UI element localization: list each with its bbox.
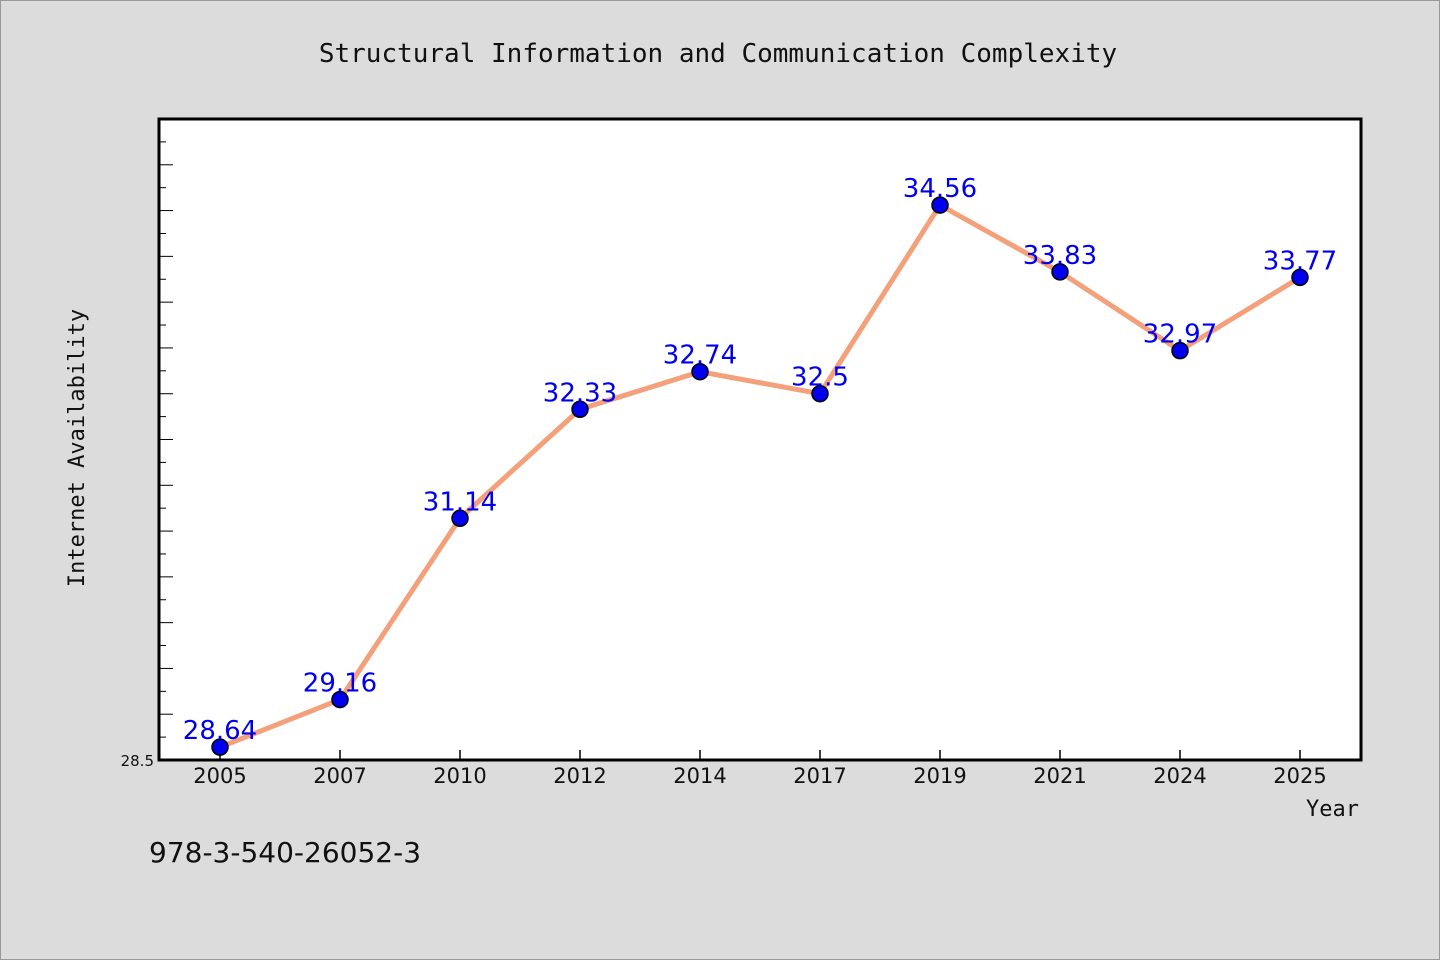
data-label: 28.64 <box>183 716 257 746</box>
data-label: 32.33 <box>543 378 617 408</box>
x-tick-label: 2021 <box>1033 764 1086 788</box>
data-point <box>691 362 709 381</box>
chart-title: Structural Information and Communication… <box>319 39 1117 69</box>
x-tick-label: 2025 <box>1273 764 1326 788</box>
data-label: 31.14 <box>423 487 497 517</box>
data-label: 29.16 <box>303 669 377 699</box>
data-label: 32.97 <box>1143 320 1217 350</box>
data-point <box>1291 268 1309 287</box>
x-axis-ticks <box>219 750 1301 760</box>
data-point <box>451 509 469 528</box>
data-label: 33.83 <box>1023 241 1097 271</box>
data-label: 34.56 <box>903 174 977 204</box>
data-point <box>331 690 349 709</box>
data-label: 32.5 <box>791 363 849 393</box>
series-markers <box>211 196 1309 756</box>
data-point <box>1171 341 1189 360</box>
x-tick-label: 2005 <box>193 764 246 788</box>
data-point <box>931 196 949 214</box>
y-axis-title: Internet Availability <box>65 309 90 587</box>
data-point <box>571 400 589 419</box>
x-axis-tick-labels: 2005 2007 2010 2012 2014 2017 2019 2021 2024 2025 <box>193 764 1326 788</box>
x-tick-label: 2012 <box>553 764 606 788</box>
data-point <box>211 738 229 756</box>
plot-area <box>157 117 1363 762</box>
series-line <box>217 202 1303 750</box>
x-tick-label: 2014 <box>673 764 726 788</box>
data-label: 33.77 <box>1263 246 1337 276</box>
x-tick-label: 2024 <box>1153 764 1206 788</box>
data-labels: 28.64 29.16 31.14 32.33 32.74 32.5 34.56 33.83 3… <box>183 174 1337 746</box>
data-point <box>811 384 829 403</box>
x-tick-label: 2007 <box>313 764 366 788</box>
data-point <box>1051 263 1069 281</box>
data-label: 32.74 <box>663 341 737 371</box>
x-tick-label: 2010 <box>433 764 486 788</box>
y-axis-ticks <box>159 118 173 761</box>
x-axis-title: Year <box>1306 797 1359 822</box>
y-tick-label: 28.5 <box>121 752 154 770</box>
x-tick-label: 2017 <box>793 764 846 788</box>
x-tick-label: 2019 <box>913 764 966 788</box>
isbn-footer: 978-3-540-26052-3 <box>149 836 421 869</box>
